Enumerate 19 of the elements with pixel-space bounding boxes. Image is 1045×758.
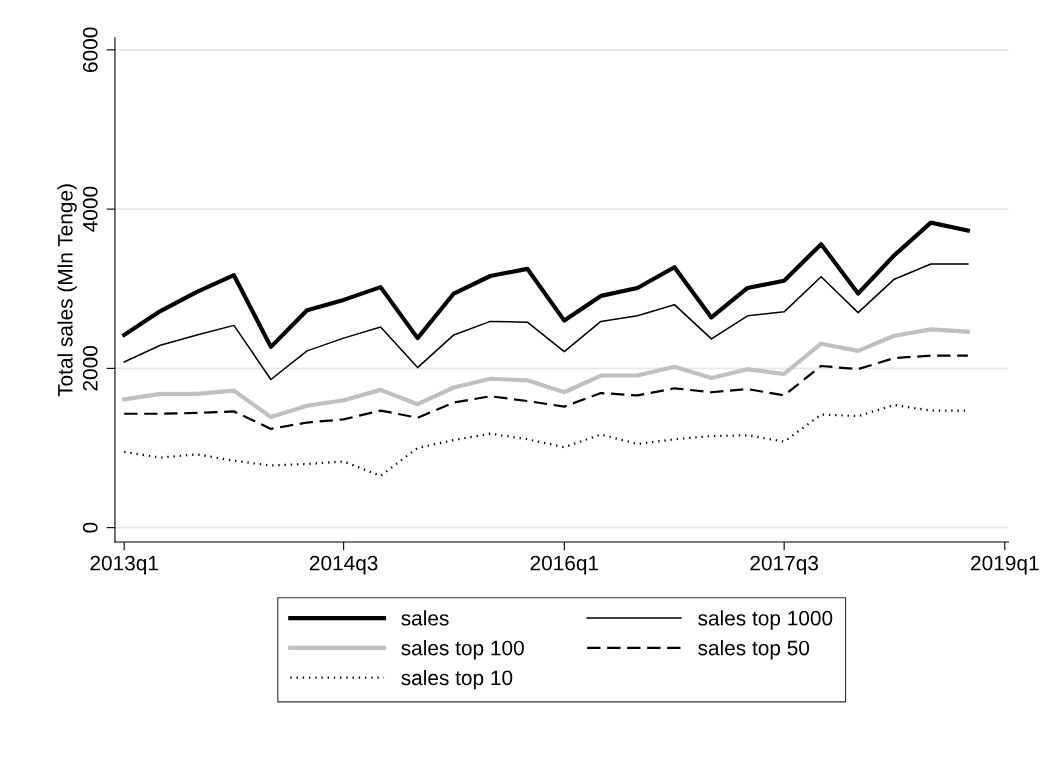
line-series xyxy=(122,220,970,349)
x-tick-label: 2019q1 xyxy=(971,555,1039,575)
y-axis-title: Total sales (Mln Tenge) xyxy=(57,184,77,397)
legend-label: sales top 10 xyxy=(401,669,513,690)
y-tick-label: 2000 xyxy=(82,346,98,391)
x-tick-label: 2016q1 xyxy=(530,555,599,575)
line-series xyxy=(123,354,969,430)
x-tick-label: 2017q3 xyxy=(750,555,818,575)
y-tick-label: 0 xyxy=(82,522,98,533)
x-tick-label: 2014q3 xyxy=(309,555,378,575)
x-tick-label: 2013q1 xyxy=(90,555,158,575)
legend-label: sales top 1000 xyxy=(698,610,833,630)
legend-label: sales xyxy=(401,610,449,626)
line-series xyxy=(122,327,970,420)
y-tick-label: 6000 xyxy=(82,27,98,72)
line-series xyxy=(123,263,969,381)
legend-label: sales top 100 xyxy=(401,640,524,660)
y-tick-label: 4000 xyxy=(82,186,98,232)
legend-label: sales top 50 xyxy=(698,640,810,660)
